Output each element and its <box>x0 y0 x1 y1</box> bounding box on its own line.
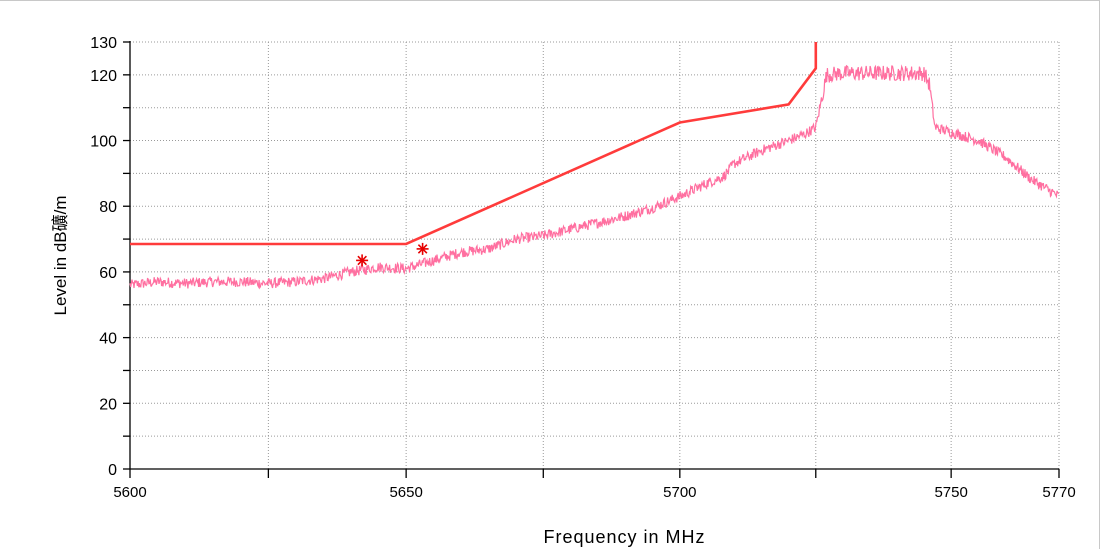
x-tick-label: 5650 <box>389 484 422 501</box>
peak-marker <box>416 242 429 255</box>
y-tick-label: 20 <box>99 396 117 413</box>
axes <box>123 41 1060 478</box>
y-tick-label: 0 <box>108 462 117 479</box>
x-tick-label: 5600 <box>113 484 146 501</box>
y-tick-label: 80 <box>99 199 117 216</box>
x-axis-title: Frequency in MHz <box>543 527 705 547</box>
y-tick-label: 60 <box>99 265 117 282</box>
y-axis-title: Level in dB礦/m <box>51 196 70 316</box>
y-tick-label: 40 <box>99 331 117 348</box>
grid <box>130 41 1060 469</box>
y-tick-label: 100 <box>90 134 117 151</box>
limit-line <box>130 42 818 246</box>
series <box>129 42 1060 290</box>
markers <box>356 242 429 267</box>
x-tick-label: 5700 <box>663 484 696 501</box>
labels: 5600 5650 5700 5750 5770 0 20 40 60 80 100 120 130 Fr… <box>51 35 1076 547</box>
peak-marker-stroke <box>357 255 367 266</box>
x-tick-label: 5770 <box>1042 484 1075 501</box>
peak-marker-stroke <box>417 244 428 254</box>
y-tick-label: 120 <box>90 68 117 85</box>
x-tick-label: 5750 <box>934 484 967 501</box>
measurement-trace <box>129 64 1060 290</box>
y-tick-label: 130 <box>90 35 117 52</box>
peak-marker <box>356 254 369 267</box>
